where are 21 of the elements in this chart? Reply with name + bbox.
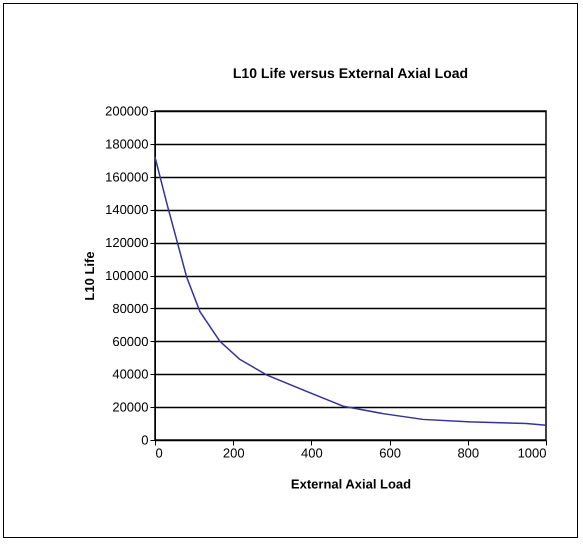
y-tick-label: 60000 <box>112 334 148 349</box>
y-tick-label: 20000 <box>112 400 148 415</box>
y-tick-label: 100000 <box>105 268 148 283</box>
x-tick-label: 800 <box>457 446 480 460</box>
x-tick-label: 400 <box>301 446 323 460</box>
y-tick-label: 0 <box>141 432 148 448</box>
y-tick-label: 200000 <box>105 104 148 118</box>
y-tick-label: 160000 <box>105 169 148 184</box>
chart-title: L10 Life versus External Axial Load <box>232 65 468 81</box>
y-tick-label: 40000 <box>112 366 148 382</box>
line-series <box>154 156 547 426</box>
y-tick-label: 140000 <box>105 202 148 218</box>
x-tick-label: 0 <box>156 446 163 460</box>
y-tick-label: 180000 <box>105 136 148 152</box>
y-tick-label: 120000 <box>105 235 148 250</box>
x-tick-label: 1000 <box>518 446 546 460</box>
x-axis-title: External Axial Load <box>290 476 412 492</box>
x-tick-label: 600 <box>379 446 401 460</box>
x-tick-label: 200 <box>222 446 245 460</box>
y-tick-label: 80000 <box>112 300 148 316</box>
y-axis-title: L10 Life <box>82 251 98 301</box>
